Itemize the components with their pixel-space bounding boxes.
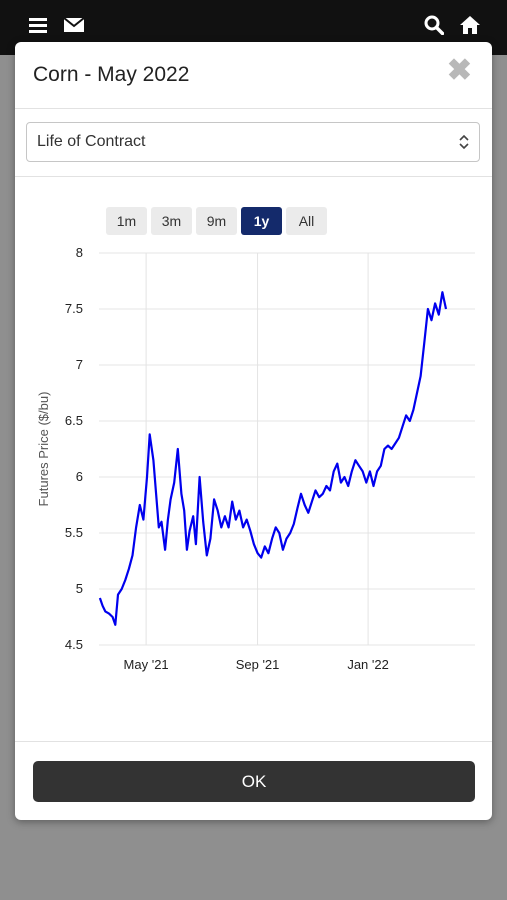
mail-icon[interactable] xyxy=(63,14,85,36)
close-icon[interactable]: ✖ xyxy=(446,54,472,87)
range-button-3m[interactable]: 3m xyxy=(151,207,192,235)
y-tick-label: 8 xyxy=(76,245,83,260)
price-series-line xyxy=(98,291,448,626)
y-tick-label: 7.5 xyxy=(65,301,83,316)
period-select[interactable]: Life of Contract xyxy=(26,122,480,162)
y-axis-label: Futures Price ($/bu) xyxy=(36,392,51,507)
range-button-all[interactable]: All xyxy=(286,207,327,235)
y-tick-label: 7 xyxy=(76,357,83,372)
chart-modal: Corn - May 2022 ✖ Life of Contract 1m 3m… xyxy=(15,42,492,820)
menu-icon[interactable] xyxy=(27,14,49,36)
x-tick-label: May '21 xyxy=(124,657,169,672)
y-tick-label: 5 xyxy=(76,581,83,596)
home-icon[interactable] xyxy=(459,14,481,36)
ok-button[interactable]: OK xyxy=(33,761,475,802)
y-tick-label: 6 xyxy=(76,469,83,484)
search-icon[interactable] xyxy=(423,14,445,36)
select-chevron-icon xyxy=(458,134,470,150)
x-tick-label: Jan '22 xyxy=(347,657,389,672)
period-select-value: Life of Contract xyxy=(37,133,146,150)
select-divider xyxy=(15,176,492,177)
y-tick-label: 4.5 xyxy=(65,637,83,652)
header-divider xyxy=(15,108,492,109)
x-tick-label: Sep '21 xyxy=(236,657,280,672)
y-tick-label: 6.5 xyxy=(65,413,83,428)
range-button-1m[interactable]: 1m xyxy=(106,207,147,235)
range-button-9m[interactable]: 9m xyxy=(196,207,237,235)
y-tick-label: 5.5 xyxy=(65,525,83,540)
footer-divider xyxy=(15,741,492,742)
price-chart: 4.5 5 5.5 6 6.5 7 7.5 8 May '21 Sep '21 Jan '22 Fut… xyxy=(36,245,475,672)
range-button-1y[interactable]: 1y xyxy=(241,207,282,235)
modal-title: Corn - May 2022 xyxy=(33,63,190,86)
